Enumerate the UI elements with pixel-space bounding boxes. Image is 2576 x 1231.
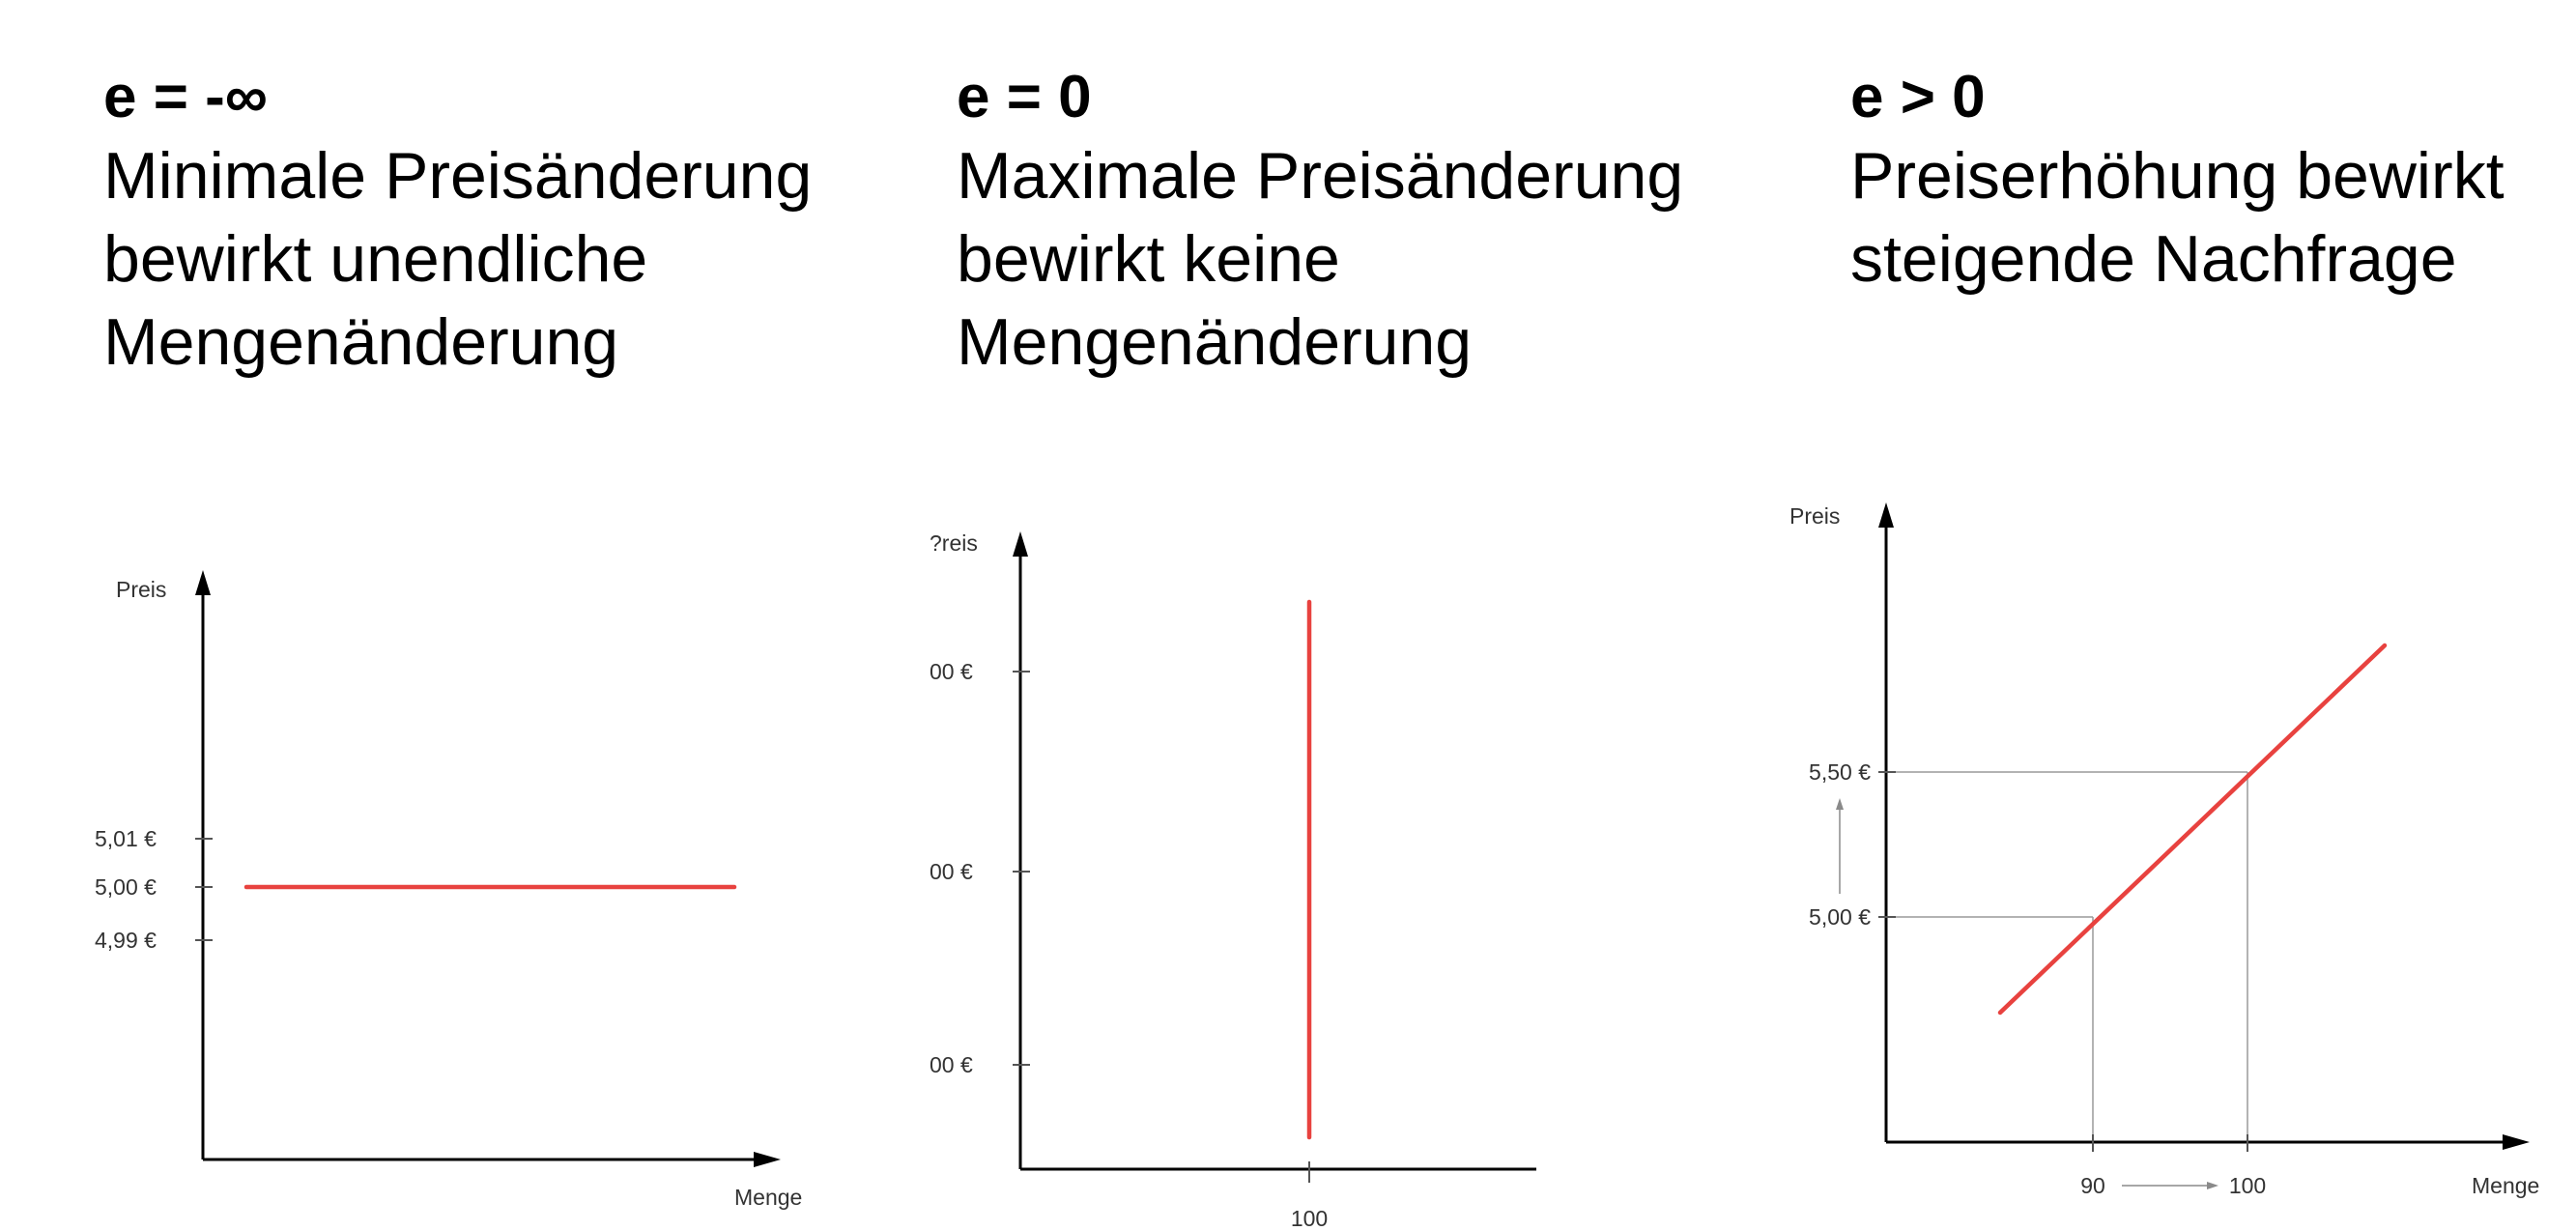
y-tick-label: 5,00 €	[1809, 904, 1871, 930]
chart-inelastic: ?reis 00 € 00 € 00 € 100	[930, 530, 1536, 1231]
x-axis-arrow	[754, 1152, 781, 1167]
panel-2-line-2: bewirkt keine	[957, 222, 1340, 296]
panel-3-heading: e > 0 Preiserhöhung bewirkt steigende Na…	[1850, 61, 2565, 301]
panel-1-line-1: Minimale Preisänderung	[103, 139, 813, 213]
price-increase-arrow-head	[1836, 798, 1844, 810]
chart-elastic: Preis Menge 5,01 € 5,00 € 4,99 €	[95, 570, 802, 1210]
panel-2-line-3: Mengenänderung	[957, 305, 1473, 379]
y-tick-label: 5,01 €	[95, 826, 157, 851]
y-tick-label: 00 €	[930, 659, 973, 684]
panel-2-heading: e = 0 Maximale Preisänderung bewirkt kei…	[957, 61, 1788, 384]
panel-1-formula: e = -∞	[103, 64, 268, 130]
panel-2-formula: e = 0	[957, 64, 1092, 130]
y-axis-arrow	[1878, 502, 1894, 528]
panel-2-line-1: Maximale Preisänderung	[957, 139, 1684, 213]
panel-3-line-1: Preiserhöhung bewirkt	[1850, 139, 2504, 213]
panel-3-line-2: steigende Nachfrage	[1850, 222, 2457, 296]
x-axis-arrow	[2503, 1134, 2530, 1150]
x-tick-label: 100	[1291, 1206, 1328, 1231]
panel-3-formula: e > 0	[1850, 64, 1986, 130]
x-tick-label: 90	[2080, 1173, 2105, 1198]
chart-positive-elasticity: Preis Menge 5,50 € 5,00 € 90 100	[1789, 502, 2539, 1198]
panel-1-heading: e = -∞ Minimale Preisänderung bewirkt un…	[103, 61, 934, 384]
y-axis-label: Preis	[1789, 503, 1840, 529]
y-axis-arrow	[195, 570, 211, 595]
y-tick-label: 5,50 €	[1809, 759, 1871, 785]
demand-line	[1997, 643, 2388, 1016]
y-axis-label: Preis	[116, 577, 166, 602]
x-tick-label: 100	[2229, 1173, 2266, 1198]
y-axis-arrow	[1013, 531, 1028, 557]
y-tick-label: 4,99 €	[95, 928, 157, 953]
y-tick-label: 5,00 €	[95, 874, 157, 900]
y-axis-label: ?reis	[930, 530, 978, 556]
panel-1-line-3: Mengenänderung	[103, 305, 619, 379]
y-tick-label: 00 €	[930, 859, 973, 884]
x-axis-label: Menge	[734, 1185, 802, 1210]
x-axis-label: Menge	[2472, 1173, 2539, 1198]
y-tick-label: 00 €	[930, 1052, 973, 1077]
panel-1-line-2: bewirkt unendliche	[103, 222, 648, 296]
quantity-increase-arrow-head	[2207, 1182, 2218, 1189]
